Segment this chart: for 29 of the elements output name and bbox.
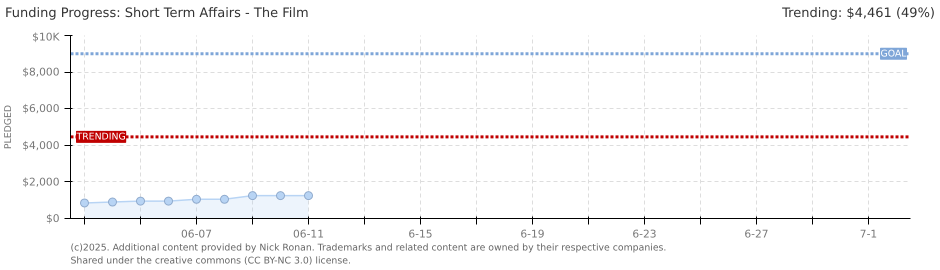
- x-tick-label: 6-19: [520, 228, 545, 240]
- text: (c)2025. Additional content provided by Nick Ronan. Trademarks and related content are owned by their respective companies.: [70, 242, 666, 254]
- y-tick-label: $6,000: [22, 102, 60, 116]
- x-tick-label: 06-11: [293, 228, 324, 240]
- y-tick-label: $2,000: [22, 175, 60, 188]
- y-tick-label: $10K: [32, 30, 61, 44]
- y-tick-label: $0: [46, 212, 60, 225]
- chart-subtitle: Trending: $4,461 (49%): [782, 5, 935, 23]
- ref-line-label: TRENDING: [76, 131, 126, 142]
- point: [220, 194, 229, 204]
- y-tick-label: $8,000: [22, 66, 60, 79]
- point: [164, 196, 173, 206]
- point: [136, 196, 145, 206]
- text: Shared under the creative commons (CC BY-NC 3.0) license.: [70, 256, 351, 266]
- point: [304, 191, 313, 200]
- ref-line-label: GOAL: [880, 48, 908, 60]
- point: [80, 198, 89, 208]
- point: [192, 194, 201, 204]
- point: [248, 191, 257, 200]
- y-tick-label: $4,000: [22, 138, 60, 152]
- x-tick-label: 6-15: [408, 228, 433, 240]
- point: [108, 198, 117, 207]
- x-tick-label: 6-27: [744, 228, 769, 240]
- point: [276, 191, 285, 200]
- x-tick-label: 7-1: [860, 228, 878, 240]
- y-axis-title: PLEDGED: [3, 104, 14, 150]
- x-tick-label: 06-07: [181, 228, 212, 240]
- chart-title: Funding Progress: Short Term Affairs - The Film: [5, 5, 309, 23]
- x-tick-label: 6-23: [632, 228, 657, 240]
